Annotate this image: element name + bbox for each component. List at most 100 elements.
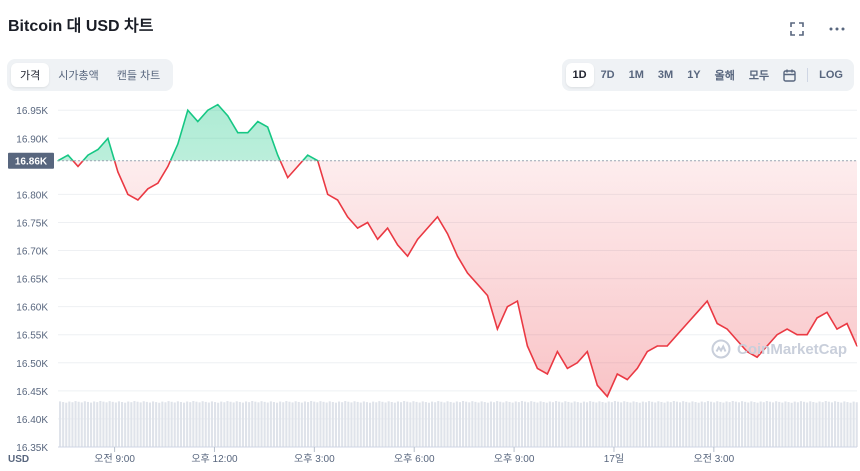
volume-bar (840, 402, 843, 447)
price-point (247, 132, 249, 134)
volume-bar (759, 401, 762, 447)
tab-candle-chart[interactable]: 캔들 차트 (116, 70, 161, 82)
price-point (736, 339, 738, 341)
page-title: Bitcoin 대 USD 차트 (8, 18, 154, 35)
volume-bar (793, 401, 796, 447)
volume-bar (458, 402, 461, 447)
volume-bar (325, 402, 328, 447)
volume-bar (300, 402, 303, 447)
currency-label: USD (8, 454, 29, 465)
volume-bar (257, 402, 260, 447)
volume-bar (378, 401, 381, 447)
volume-bar (111, 401, 114, 447)
range-3m[interactable]: 3M (657, 69, 674, 81)
volume-bar (241, 402, 244, 447)
volume-bar (77, 401, 80, 447)
range-ytd[interactable]: 올해 (714, 70, 735, 82)
volume-bar (229, 401, 232, 447)
volume-bar (753, 402, 756, 447)
volume-bar (641, 401, 644, 447)
price-point (546, 373, 548, 375)
price-point (377, 238, 379, 240)
volume-bar (214, 402, 217, 447)
price-point (826, 311, 828, 313)
log-scale-toggle[interactable]: LOG (819, 69, 843, 81)
price-point (97, 148, 99, 151)
volume-bar (486, 402, 489, 447)
volume-bar (561, 402, 564, 447)
volume-bar (489, 401, 492, 447)
price-point (566, 367, 568, 370)
y-tick-label: 16.95K (16, 106, 48, 117)
price-point (137, 199, 139, 201)
volume-bar (570, 402, 573, 447)
calendar-button[interactable] (776, 63, 803, 87)
volume-bar (121, 402, 124, 447)
watermark-text: CoinMarketCap (737, 340, 848, 358)
volume-bar (768, 401, 771, 447)
volume-bar (353, 401, 356, 447)
volume-bar (338, 401, 341, 447)
time-range-selector: 1D 7D 1M 3M 1Y 올해 모두 LOG (561, 59, 854, 91)
volume-bar (527, 402, 530, 447)
volume-bar (130, 402, 133, 447)
range-all[interactable]: 모두 (748, 70, 770, 82)
volume-bar (728, 402, 731, 447)
volume-bar (663, 402, 666, 447)
tab-price[interactable]: 가격 (11, 63, 50, 87)
volume-bar (775, 401, 778, 447)
price-point (177, 143, 179, 145)
price-point (726, 328, 728, 330)
volume-bar (787, 402, 790, 447)
price-point (806, 334, 808, 336)
volume-bar (747, 402, 750, 447)
price-point (486, 294, 489, 297)
price-point (67, 154, 69, 156)
volume-bar (161, 401, 164, 447)
range-1d[interactable]: 1D (565, 63, 594, 87)
volume-bar (437, 401, 440, 447)
volume-bar (604, 402, 607, 447)
volume-bar (517, 402, 520, 447)
price-point (656, 345, 658, 347)
volume-bar (415, 401, 418, 447)
price-point (776, 334, 778, 336)
volume-bar (127, 401, 130, 447)
volume-bar (294, 401, 297, 447)
volume-bar (254, 401, 257, 447)
volume-bar (310, 400, 313, 447)
volume-bar (282, 402, 285, 447)
volume-bar (765, 401, 768, 447)
more-options-icon[interactable] (828, 20, 846, 38)
range-7d[interactable]: 7D (600, 69, 615, 81)
price-point (147, 188, 149, 190)
volume-bar (837, 401, 840, 447)
volume-bar (155, 402, 158, 447)
volume-bar (269, 401, 272, 447)
price-line-up (58, 103, 319, 161)
volume-bar (533, 401, 536, 447)
tab-market-cap[interactable]: 시가총액 (58, 70, 99, 82)
x-tick-label: 오후 9:00 (494, 453, 535, 465)
fullscreen-icon[interactable] (788, 20, 806, 38)
price-point (746, 350, 748, 353)
y-tick-label: 16.75K (16, 218, 48, 229)
volume-bar (846, 402, 849, 447)
volume-bar (620, 402, 623, 447)
volume-bar (784, 401, 787, 447)
range-1y[interactable]: 1Y (687, 69, 701, 81)
volume-bar (741, 401, 744, 447)
volume-bar (511, 402, 514, 447)
volume-bar (136, 401, 139, 447)
range-1m[interactable]: 1M (628, 69, 644, 81)
volume-bar (186, 401, 189, 447)
volume-bar (545, 402, 548, 447)
volume-bar (725, 401, 728, 447)
price-point (576, 362, 578, 364)
volume-bar (623, 401, 626, 447)
volume-bar (719, 401, 722, 447)
volume-bar (359, 402, 362, 447)
price-point (426, 227, 429, 229)
volume-bar (821, 402, 824, 447)
